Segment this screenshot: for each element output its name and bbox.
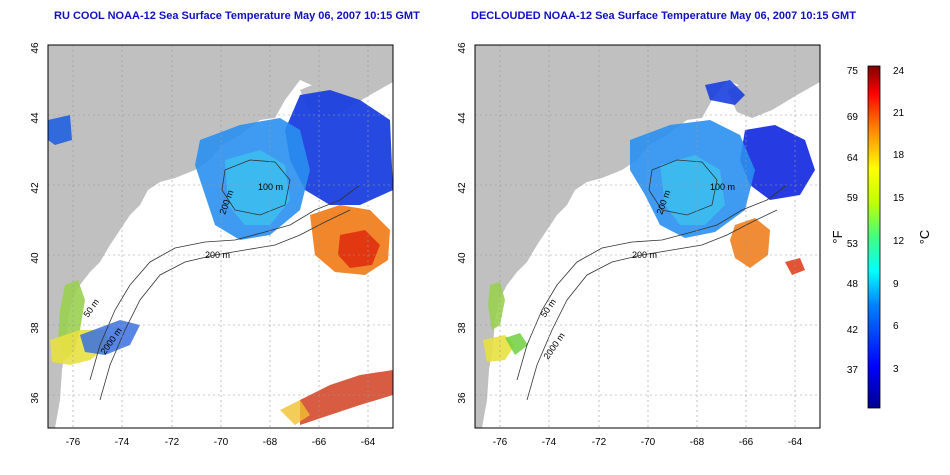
lat-tick-label: 46 bbox=[457, 42, 468, 54]
colorbar-gradient bbox=[867, 65, 881, 409]
lon-tick-label: -74 bbox=[115, 437, 130, 448]
lon-tick-label: -66 bbox=[739, 437, 754, 448]
nova-scotia-land bbox=[727, 60, 820, 118]
sst-chesapeake bbox=[483, 335, 515, 362]
sst-shelf-green bbox=[505, 333, 528, 355]
sst-mid-water bbox=[660, 155, 725, 225]
lon-tick-label: -70 bbox=[641, 437, 656, 448]
lat-tick-label: 44 bbox=[457, 112, 468, 124]
lon-tick-label: -74 bbox=[542, 437, 557, 448]
lon-tick-label: -64 bbox=[788, 437, 803, 448]
f-tick-label: 75 bbox=[847, 66, 859, 77]
lat-tick-label: 44 bbox=[30, 112, 41, 124]
fahrenheit-unit-label: °F bbox=[830, 230, 845, 243]
lon-tick-label: -68 bbox=[690, 437, 705, 448]
f-tick-label: 48 bbox=[847, 279, 859, 290]
c-tick-label: 24 bbox=[893, 66, 905, 77]
lat-tick-label: 36 bbox=[457, 392, 468, 404]
sst-shelf-coastal bbox=[488, 282, 505, 330]
depth-contour-shelf bbox=[516, 184, 788, 381]
lat-tick-label: 38 bbox=[30, 322, 41, 334]
lat-tick-label: 38 bbox=[457, 322, 468, 334]
map-frame bbox=[474, 44, 821, 429]
lon-tick-label: -72 bbox=[165, 437, 180, 448]
celsius-ticks: 24 21 18 15 12 9 6 3 bbox=[893, 66, 905, 375]
sst-cold-north bbox=[705, 80, 745, 105]
contour-label-200m: 200 m bbox=[205, 250, 230, 260]
contour-label-100m: 100 m bbox=[710, 182, 735, 192]
c-tick-label: 21 bbox=[893, 108, 905, 119]
temperature-colorbar: 75 69 64 59 53 48 42 37 24 21 18 15 12 9… bbox=[830, 65, 932, 409]
lat-tick-label: 40 bbox=[30, 252, 41, 264]
lon-gridlines bbox=[72, 45, 369, 428]
map-title-left: RU COOL NOAA-12 Sea Surface Temperature … bbox=[54, 10, 420, 22]
lat-tick-label: 36 bbox=[30, 392, 41, 404]
f-tick-label: 53 bbox=[847, 239, 859, 250]
f-tick-label: 69 bbox=[847, 112, 859, 123]
f-tick-label: 42 bbox=[847, 325, 859, 336]
lon-tick-label: -76 bbox=[66, 437, 81, 448]
lat-tick-label: 42 bbox=[30, 182, 41, 194]
contour-label-200m: 200 m bbox=[632, 250, 657, 260]
sst-mid-water bbox=[225, 150, 290, 225]
lon-tick-label: -72 bbox=[592, 437, 607, 448]
sst-west-patch bbox=[48, 115, 72, 145]
lon-axis-left: -76 -74 -72 -70 -68 -66 -64 bbox=[66, 437, 376, 448]
sst-shelf-blue bbox=[80, 320, 140, 355]
lon-tick-label: -76 bbox=[493, 437, 508, 448]
sst-cold-water bbox=[285, 90, 393, 205]
sst-hot-core bbox=[338, 230, 380, 268]
sst-map-raw: 100 m 200 m 50 m 2000 m 200 m 46 44 42 4… bbox=[30, 42, 394, 448]
lat-axis-right: 46 44 42 40 38 36 bbox=[457, 42, 468, 404]
depth-contour-deep bbox=[526, 209, 778, 401]
f-tick-label: 37 bbox=[847, 365, 859, 376]
lat-tick-label: 46 bbox=[30, 42, 41, 54]
sst-southern-warm bbox=[280, 400, 310, 425]
lon-gridlines bbox=[499, 45, 796, 428]
contour-label-100m: 100 m bbox=[258, 182, 283, 192]
sst-gulf-stream bbox=[300, 370, 393, 425]
map-frame bbox=[47, 44, 394, 429]
map-title-right: DECLOUDED NOAA-12 Sea Surface Temperatur… bbox=[471, 10, 856, 22]
land-mass bbox=[475, 45, 820, 428]
f-tick-label: 64 bbox=[847, 153, 859, 164]
c-tick-label: 3 bbox=[893, 364, 899, 375]
fahrenheit-ticks: 75 69 64 59 53 48 42 37 bbox=[847, 66, 859, 376]
depth-contour-georges bbox=[221, 159, 291, 216]
depth-contour-deep bbox=[99, 209, 351, 401]
sst-map-declouded: 100 m 200 m 50 m 2000 m 200 m 46 44 42 4… bbox=[457, 42, 821, 448]
lon-tick-label: -70 bbox=[214, 437, 229, 448]
lat-axis-left: 46 44 42 40 38 36 bbox=[30, 42, 41, 404]
c-tick-label: 18 bbox=[893, 150, 905, 161]
lon-axis-right: -76 -74 -72 -70 -68 -66 -64 bbox=[493, 437, 803, 448]
c-tick-label: 12 bbox=[893, 236, 905, 247]
depth-contour-shelf bbox=[89, 184, 361, 381]
celsius-unit-label: °C bbox=[917, 230, 932, 245]
lon-tick-label: -68 bbox=[263, 437, 278, 448]
c-tick-label: 6 bbox=[893, 321, 899, 332]
depth-contour-georges bbox=[648, 159, 718, 216]
f-tick-label: 59 bbox=[847, 193, 859, 204]
lon-tick-label: -64 bbox=[361, 437, 376, 448]
lat-tick-label: 40 bbox=[457, 252, 468, 264]
sst-warm-eddy bbox=[730, 218, 770, 268]
c-tick-label: 9 bbox=[893, 279, 899, 290]
lon-tick-label: -66 bbox=[312, 437, 327, 448]
land-mass bbox=[48, 45, 393, 428]
lat-tick-label: 42 bbox=[457, 182, 468, 194]
sst-cold-water bbox=[740, 125, 815, 200]
c-tick-label: 15 bbox=[893, 193, 905, 204]
